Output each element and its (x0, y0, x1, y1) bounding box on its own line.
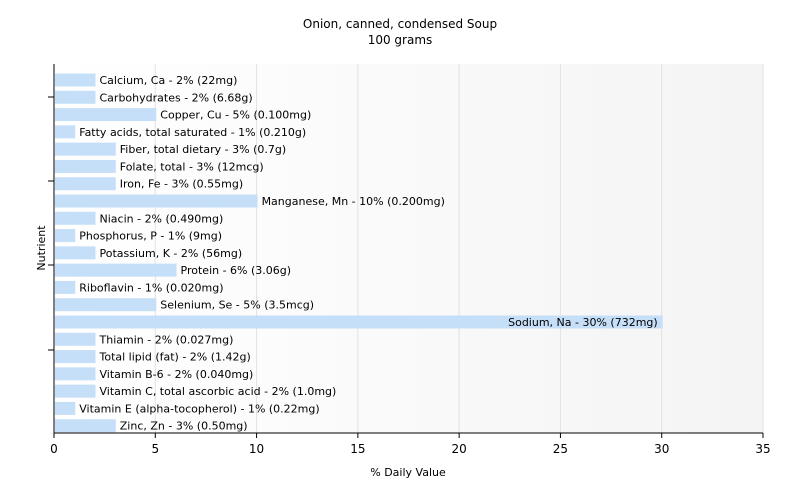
x-tick-label: 15 (350, 442, 365, 456)
bar (55, 177, 116, 191)
bar-label: Vitamin E (alpha-tocopherol) - 1% (0.22m… (79, 402, 319, 415)
bar (55, 367, 96, 381)
bar (55, 211, 96, 225)
bar-label: Phosphorus, P - 1% (9mg) (79, 230, 222, 243)
bar-label: Carbohydrates - 2% (6.68g) (100, 91, 253, 104)
bar (55, 125, 76, 139)
bar (55, 401, 76, 415)
x-tick-label: 0 (50, 442, 58, 456)
x-axis-title: % Daily Value (370, 466, 446, 479)
bar-label: Niacin - 2% (0.490mg) (100, 212, 224, 225)
bar (55, 384, 96, 398)
bar-label: Protein - 6% (3.06g) (181, 264, 292, 277)
bar (55, 280, 76, 294)
bar-label: Iron, Fe - 3% (0.55mg) (120, 178, 243, 191)
bar-label: Selenium, Se - 5% (3.5mcg) (160, 299, 314, 312)
x-tick-label: 20 (452, 442, 467, 456)
bar (55, 263, 177, 277)
bar-label: Copper, Cu - 5% (0.100mg) (160, 109, 311, 122)
bar (55, 332, 96, 346)
bar (55, 246, 96, 260)
bar (55, 315, 663, 329)
bar-label: Fiber, total dietary - 3% (0.7g) (120, 143, 286, 156)
x-tick-label: 25 (553, 442, 568, 456)
bar-label: Vitamin B-6 - 2% (0.040mg) (100, 368, 254, 381)
bar (55, 419, 116, 433)
bar-label: Riboflavin - 1% (0.020mg) (79, 281, 223, 294)
bar (55, 159, 116, 173)
chart-title: Onion, canned, condensed Soup (302, 17, 498, 31)
bar (55, 108, 157, 122)
bar (55, 194, 258, 208)
bar-label: Total lipid (fat) - 2% (1.42g) (99, 351, 251, 364)
bar (55, 298, 157, 312)
y-axis-title: Nutrient (35, 225, 48, 271)
bar-label: Calcium, Ca - 2% (22mg) (100, 74, 238, 87)
x-tick-label: 10 (249, 442, 264, 456)
bar-label: Potassium, K - 2% (56mg) (100, 247, 243, 260)
bar-label: Thiamin - 2% (0.027mg) (99, 333, 234, 346)
bar (55, 90, 96, 104)
bar-label: Vitamin C, total ascorbic acid - 2% (1.0… (100, 385, 337, 398)
bar (55, 350, 96, 364)
bar (55, 73, 96, 87)
bar (55, 142, 116, 156)
bar-label: Zinc, Zn - 3% (0.50mg) (120, 420, 248, 433)
x-tick-label: 30 (654, 442, 669, 456)
x-tick-label: 5 (151, 442, 159, 456)
bar-label: Sodium, Na - 30% (732mg) (508, 316, 658, 329)
bar-label: Folate, total - 3% (12mcg) (120, 160, 264, 173)
bar-label: Fatty acids, total saturated - 1% (0.210… (79, 126, 306, 139)
bar (55, 229, 76, 243)
chart-subtitle: 100 grams (367, 33, 433, 47)
bar-label: Manganese, Mn - 10% (0.200mg) (262, 195, 445, 208)
x-tick-label: 35 (755, 442, 770, 456)
plot-area (54, 64, 763, 433)
